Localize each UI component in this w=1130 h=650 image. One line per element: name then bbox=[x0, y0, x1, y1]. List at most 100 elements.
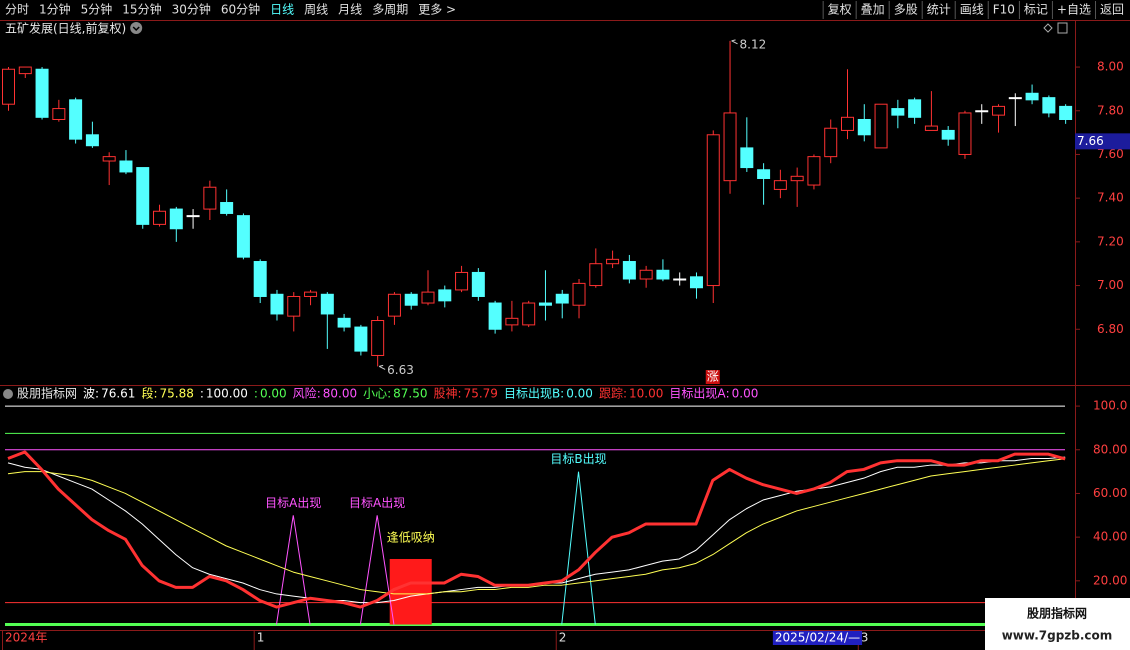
toolbar-button[interactable]: 标记 bbox=[1024, 3, 1048, 17]
candle-body bbox=[941, 129, 955, 140]
candle-body bbox=[337, 317, 351, 328]
legend-colon: : bbox=[254, 387, 258, 401]
candle-body bbox=[2, 68, 15, 105]
candle-body bbox=[807, 156, 821, 186]
candle-body bbox=[958, 112, 972, 155]
candle-body bbox=[975, 110, 989, 113]
toolbar-tab[interactable]: 1分钟 bbox=[39, 2, 71, 17]
legend-colon: : bbox=[95, 387, 99, 401]
candle-body bbox=[287, 295, 301, 317]
candle-body bbox=[136, 167, 150, 225]
candle-body bbox=[102, 156, 116, 162]
toolbar-button[interactable]: 统计 bbox=[927, 3, 951, 17]
toolbar-button[interactable]: +自选 bbox=[1057, 3, 1091, 17]
legend-colon: : bbox=[317, 387, 321, 401]
toolbar-tab[interactable]: 月线 bbox=[338, 3, 362, 17]
candle-body bbox=[706, 134, 720, 287]
toolbar-button[interactable]: F10 bbox=[993, 3, 1015, 17]
date-label: 3 bbox=[861, 631, 869, 645]
candle-body bbox=[555, 293, 569, 304]
toolbar-button[interactable]: 多股 bbox=[894, 3, 918, 17]
toolbar-tab[interactable]: 日线 bbox=[270, 3, 294, 17]
extreme-label: 6.63 bbox=[387, 363, 414, 377]
candle-body bbox=[69, 99, 83, 140]
legend-colon: : bbox=[387, 387, 391, 401]
candle-body bbox=[689, 276, 703, 289]
toolbar-tab[interactable]: 更多 > bbox=[418, 3, 456, 17]
candle-body bbox=[354, 326, 368, 352]
legend-colon: : bbox=[726, 387, 730, 401]
title-menu-icon[interactable] bbox=[130, 22, 143, 34]
candle-body bbox=[773, 180, 787, 190]
candle-body bbox=[572, 282, 586, 306]
toolbar-tab[interactable]: 60分钟 bbox=[221, 2, 260, 17]
candle-body bbox=[857, 118, 871, 136]
date-label: 1 bbox=[257, 631, 265, 645]
indicator-line bbox=[7, 450, 1066, 609]
toolbar-button[interactable]: 返回 bbox=[1100, 3, 1124, 17]
candle-body bbox=[153, 210, 167, 225]
legend-name: 目标出现B bbox=[504, 387, 560, 401]
toolbar-tab[interactable]: 多周期 bbox=[372, 3, 408, 17]
legend-value: 100.00 bbox=[206, 387, 248, 401]
legend-value: 75.79 bbox=[464, 387, 498, 401]
toolbar-button[interactable]: 画线 bbox=[960, 3, 984, 17]
candle-body bbox=[270, 293, 284, 315]
signal-triangle bbox=[561, 471, 596, 625]
y-tick-label: 40.00 bbox=[1093, 530, 1127, 544]
candle-body bbox=[1025, 92, 1039, 101]
signal-box-label: 逢低吸纳 bbox=[387, 530, 435, 544]
toolbar-button[interactable]: 复权 bbox=[828, 3, 852, 17]
extreme-pointer bbox=[378, 364, 386, 370]
candle-body bbox=[1008, 97, 1022, 100]
cursor-date-box bbox=[772, 631, 863, 645]
y-tick-label: 7.00 bbox=[1097, 278, 1124, 292]
candle-body bbox=[673, 278, 687, 281]
legend-value: 75.88 bbox=[160, 387, 194, 401]
signal-badge-text: 涨 bbox=[707, 369, 719, 384]
candle-body bbox=[169, 208, 183, 230]
indicator-icon[interactable] bbox=[3, 389, 13, 399]
cursor-date-label: 2025/02/24/— bbox=[775, 631, 860, 645]
candle-body bbox=[304, 291, 318, 297]
toolbar-tab[interactable]: 分时 bbox=[5, 3, 29, 17]
candle-body bbox=[874, 103, 888, 149]
extreme-label: 8.12 bbox=[740, 37, 767, 51]
candle-body bbox=[1059, 105, 1073, 120]
candle-body bbox=[908, 99, 922, 118]
y-tick-label: 20.00 bbox=[1093, 573, 1127, 587]
stock-title: 五矿发展(日线,前复权) bbox=[5, 21, 126, 36]
candle-body bbox=[236, 215, 250, 258]
window-icon[interactable] bbox=[1057, 22, 1068, 34]
candle-body bbox=[841, 116, 854, 131]
date-label: 2 bbox=[559, 631, 567, 645]
candle-body bbox=[404, 293, 418, 306]
toolbar-tab[interactable]: 周线 bbox=[304, 3, 328, 17]
candle-body bbox=[639, 269, 653, 280]
legend-value: 0.00 bbox=[732, 387, 759, 401]
candle-body bbox=[790, 175, 804, 182]
extreme-pointer bbox=[731, 39, 738, 45]
last-price-box bbox=[1075, 133, 1130, 150]
signal-triangle bbox=[359, 515, 395, 625]
signal-badge bbox=[705, 370, 720, 384]
toolbar-button[interactable]: 叠加 bbox=[861, 3, 885, 17]
candle-body bbox=[606, 258, 620, 265]
y-tick-label: 7.20 bbox=[1097, 234, 1124, 248]
candle-body bbox=[740, 147, 754, 169]
toolbar-tab[interactable]: 30分钟 bbox=[172, 2, 211, 17]
toolbar-tab[interactable]: 15分钟 bbox=[122, 2, 161, 17]
y-tick-label: 100.0 bbox=[1093, 399, 1127, 413]
legend-name: 股神 bbox=[434, 387, 458, 401]
diamond-icon[interactable] bbox=[1043, 23, 1053, 33]
legend-value: 10.00 bbox=[629, 387, 663, 401]
legend-value: 0.00 bbox=[566, 387, 593, 401]
candle-body bbox=[522, 302, 536, 326]
watermark-title: 股朋指标网 bbox=[1027, 606, 1087, 621]
legend-value: 80.00 bbox=[323, 387, 357, 401]
candle-body bbox=[505, 317, 519, 326]
candle-body bbox=[924, 125, 938, 131]
toolbar-tab[interactable]: 5分钟 bbox=[81, 2, 113, 17]
